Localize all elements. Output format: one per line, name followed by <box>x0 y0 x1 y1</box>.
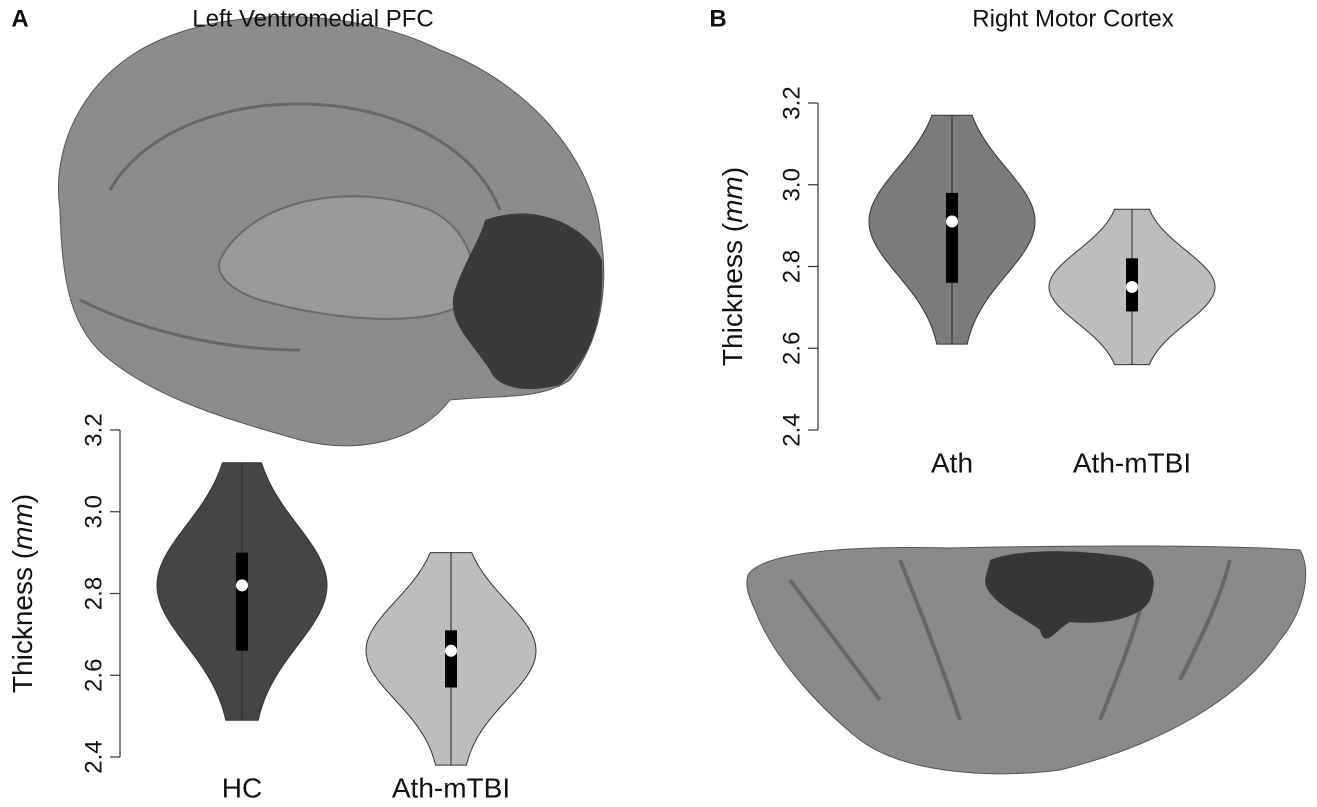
median-point <box>946 216 958 228</box>
x-tick-label: Ath <box>931 447 973 478</box>
x-tick-label: HC <box>222 772 262 803</box>
brain-medial-view <box>58 17 603 446</box>
median-point <box>236 579 248 591</box>
y-tick-label: 3.0 <box>80 495 107 528</box>
y-axis-label-part: ) <box>7 494 38 503</box>
brain-top-view <box>747 546 1306 774</box>
y-tick-label: 3.0 <box>778 168 805 201</box>
x-tick-label: Ath-mTBI <box>392 772 510 803</box>
x-tick-label: Ath-mTBI <box>1073 447 1191 478</box>
y-tick-label: 2.6 <box>80 659 107 692</box>
median-point <box>1126 281 1138 293</box>
y-axis-label-part: mm <box>7 503 38 550</box>
y-axis-label: Thickness (mm) <box>717 167 748 366</box>
y-tick-label: 3.2 <box>80 413 107 446</box>
y-tick-label: 3.2 <box>778 86 805 119</box>
chart-title: Right Motor Cortex <box>972 5 1173 32</box>
y-tick-label: 2.4 <box>778 413 805 446</box>
iqr-box <box>445 630 457 687</box>
y-axis-label-part: Thickness ( <box>7 549 38 693</box>
chart-title: Left Ventromedial PFC <box>192 5 433 32</box>
y-axis-label-part: Thickness ( <box>717 222 748 366</box>
y-tick-label: 2.6 <box>778 332 805 365</box>
iqr-box <box>236 553 248 651</box>
y-tick-label: 2.4 <box>80 740 107 773</box>
violin-chart: B Right Motor Cortex 2.4 2.6 2.8 3.0 3.2 Thickn… <box>709 5 1215 478</box>
median-point <box>445 645 457 657</box>
y-tick-label: 2.8 <box>778 250 805 283</box>
y-axis-label-part: mm <box>717 176 748 223</box>
iqr-box <box>946 193 958 283</box>
panel-label: B <box>709 5 726 32</box>
y-tick-label: 2.8 <box>80 577 107 610</box>
y-axis-label: Thickness (mm) <box>7 494 38 693</box>
panel-label: A <box>11 5 28 32</box>
figure: A Left Ventromedial PFC 2.4 2.6 2.8 3.0 3.2 Thi… <box>0 0 1317 807</box>
y-axis-label-part: ) <box>717 167 748 176</box>
